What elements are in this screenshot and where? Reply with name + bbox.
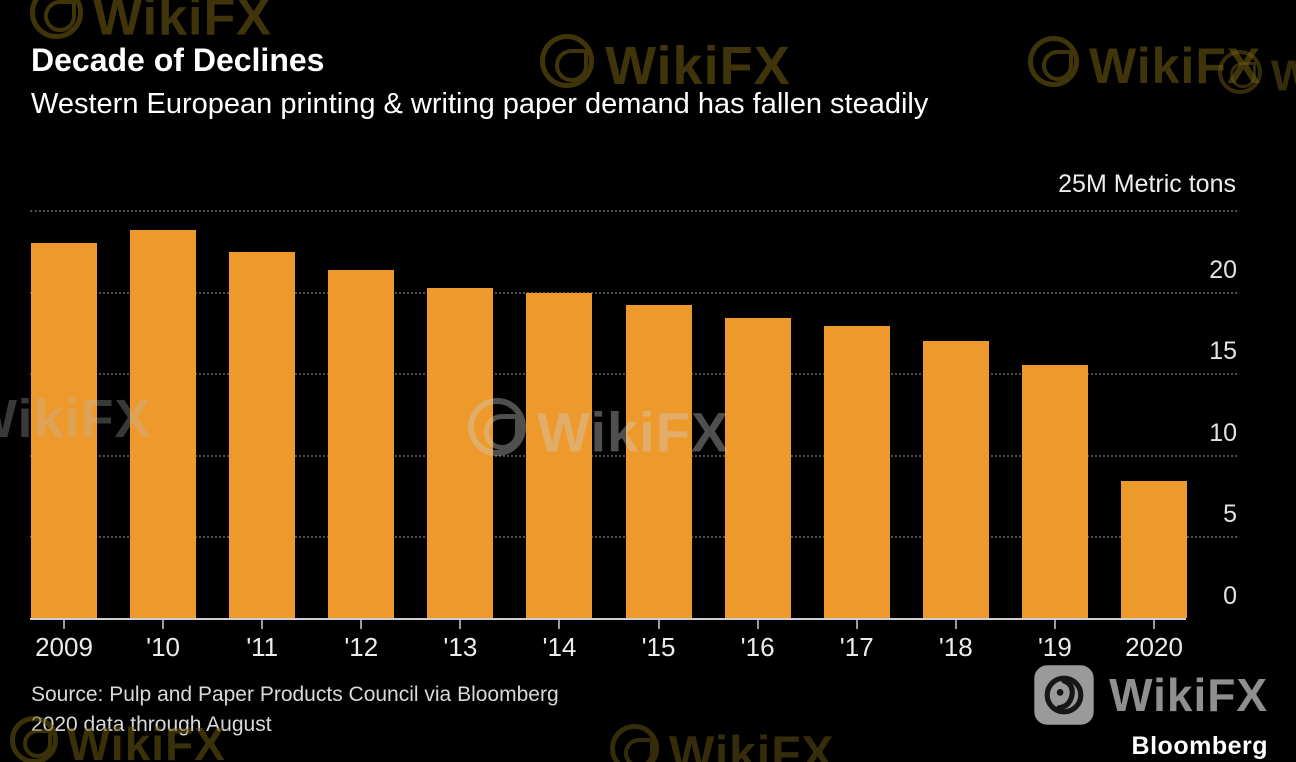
x-axis-tick bbox=[459, 620, 462, 629]
x-axis-tick bbox=[1153, 620, 1155, 629]
bar-'12 bbox=[328, 270, 395, 618]
x-axis-tick bbox=[657, 620, 660, 629]
x-axis-label: '13 bbox=[443, 632, 478, 662]
bloomberg-logo: Bloomberg bbox=[1131, 732, 1268, 760]
y-axis-tick-label: 10 bbox=[1209, 418, 1237, 447]
x-axis-tick bbox=[63, 620, 65, 629]
x-axis-tick bbox=[1053, 620, 1056, 629]
x-axis-label: '15 bbox=[641, 632, 676, 662]
x-axis-tick bbox=[558, 620, 561, 629]
chart-title: Decade of Declines bbox=[31, 42, 325, 78]
bar-'19 bbox=[1021, 365, 1088, 618]
x-axis-tick bbox=[360, 620, 363, 629]
gridline-20 bbox=[30, 291, 1237, 294]
x-axis-label: '12 bbox=[344, 632, 379, 662]
x-axis-label: '11 bbox=[246, 632, 279, 662]
source-block: Source: Pulp and Paper Products Council … bbox=[31, 680, 559, 740]
x-axis-tick bbox=[855, 620, 858, 629]
bar-'10 bbox=[130, 229, 197, 618]
y-axis-tick-label: 15 bbox=[1209, 337, 1237, 366]
x-axis-tick bbox=[756, 620, 759, 629]
x-axis-label: '10 bbox=[146, 632, 181, 662]
x-axis-label: '14 bbox=[542, 632, 577, 662]
x-axis-label: 2009 bbox=[35, 632, 93, 662]
y-axis-tick-label: 20 bbox=[1209, 255, 1237, 284]
x-axis-tick bbox=[954, 620, 957, 629]
x-axis-line bbox=[30, 618, 1186, 620]
y-axis-tick-label: 5 bbox=[1223, 500, 1237, 529]
branding-block: WikiFX Bloomberg bbox=[1033, 664, 1268, 761]
wikifx-logo-text: WikiFX bbox=[1109, 669, 1268, 721]
x-axis-label: '16 bbox=[740, 632, 775, 662]
wikifx-logo: WikiFX bbox=[1033, 664, 1268, 726]
bar-'14 bbox=[526, 293, 593, 618]
bar-2009 bbox=[31, 242, 97, 618]
y-axis-tick-label: 0 bbox=[1223, 582, 1237, 610]
bar-'11 bbox=[229, 252, 296, 618]
x-axis-label: 2020 bbox=[1125, 632, 1183, 662]
gridline-25 bbox=[30, 210, 1237, 212]
source-line: Source: Pulp and Paper Products Council … bbox=[31, 683, 559, 706]
x-axis-tick bbox=[162, 620, 165, 629]
x-axis-label: '19 bbox=[1037, 632, 1072, 662]
wikifx-logo-icon bbox=[1033, 664, 1095, 726]
bar-'13 bbox=[427, 288, 494, 618]
bar-'16 bbox=[724, 317, 791, 618]
source-note: 2020 data through August bbox=[31, 713, 272, 736]
chart-subtitle: Western European printing & writing pape… bbox=[31, 88, 929, 120]
x-axis-tick bbox=[261, 620, 264, 629]
x-axis-label: '17 bbox=[839, 632, 874, 662]
bar-'15 bbox=[625, 304, 692, 618]
x-axis-label: '18 bbox=[938, 632, 973, 662]
bar-'18 bbox=[922, 340, 989, 618]
y-axis-unit-label: 25M Metric tons bbox=[1058, 170, 1236, 198]
bar-'17 bbox=[823, 325, 890, 618]
bar-2020 bbox=[1121, 480, 1187, 618]
